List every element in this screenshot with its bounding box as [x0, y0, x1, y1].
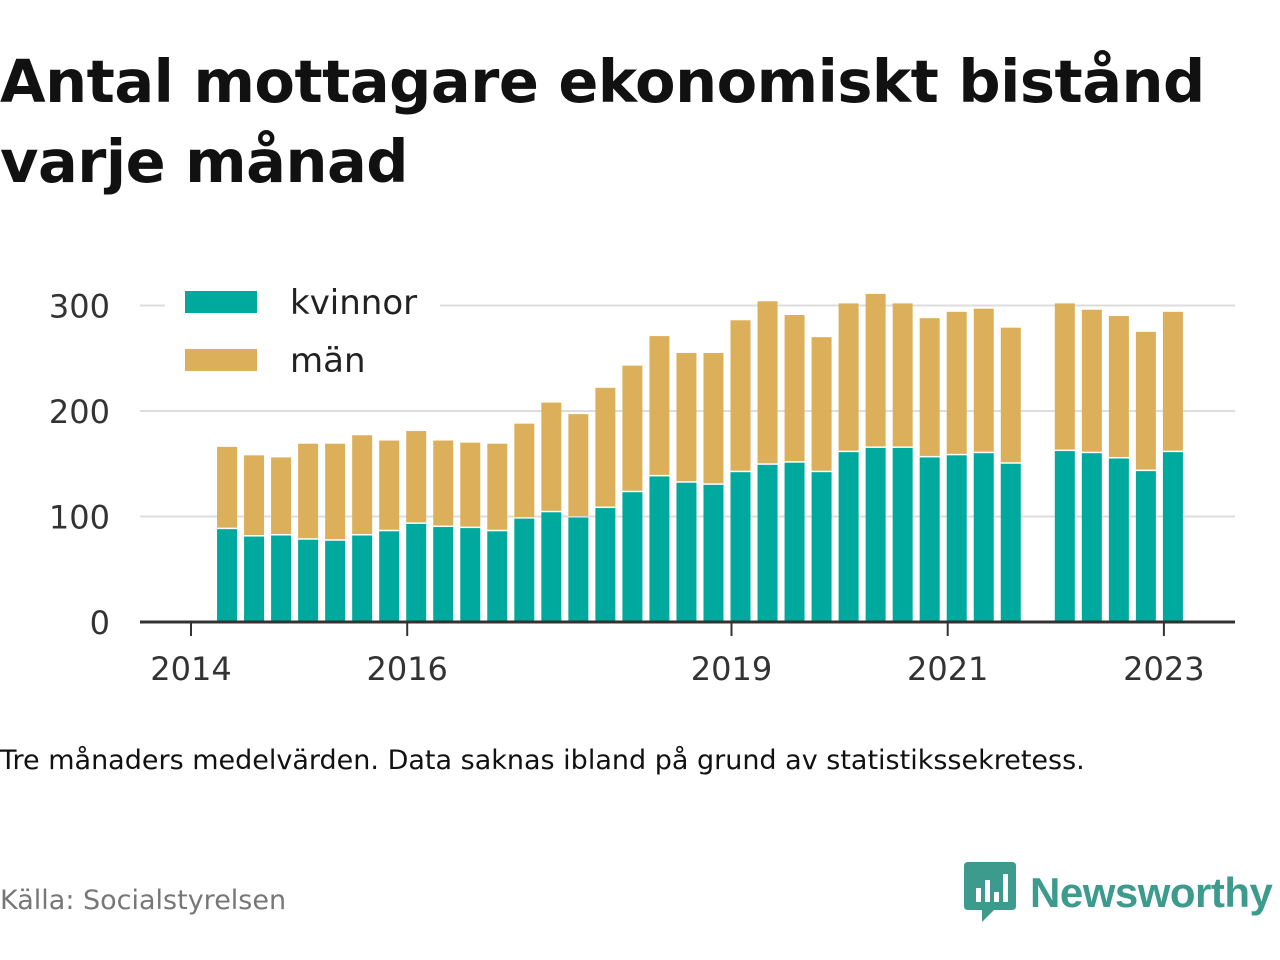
bar-kvinnor	[784, 462, 805, 622]
bar-kvinnor	[757, 464, 778, 622]
bar-man	[703, 352, 724, 484]
newsworthy-logo-icon	[964, 862, 1016, 922]
bar-man	[973, 308, 994, 452]
bar-kvinnor	[379, 531, 400, 622]
bar-kvinnor	[811, 472, 832, 622]
bar-man	[487, 443, 508, 530]
bar-kvinnor	[541, 512, 562, 622]
bar-kvinnor	[676, 482, 697, 622]
y-tick-label: 200	[49, 393, 110, 431]
bar-man	[433, 440, 454, 526]
x-tick-label: 2016	[366, 650, 447, 688]
bar-kvinnor	[325, 540, 346, 622]
x-tick-label: 2021	[907, 650, 988, 688]
bar-kvinnor	[433, 527, 454, 622]
bar-kvinnor	[622, 492, 643, 622]
bar-man	[541, 402, 562, 511]
bar-kvinnor	[919, 457, 940, 622]
bar-kvinnor	[244, 536, 265, 622]
bar-kvinnor	[487, 531, 508, 622]
bar-man	[946, 311, 967, 454]
bar-man	[595, 387, 616, 507]
bar-man	[919, 318, 940, 456]
bar-kvinnor	[1081, 453, 1102, 622]
legend-swatch	[185, 349, 257, 371]
stacked-bar-chart: 0 100 200 300 2014 2016 2019 2021 2023 kvinnor män	[48, 283, 1235, 688]
bar-kvinnor	[1054, 451, 1075, 622]
bar-kvinnor	[1135, 471, 1156, 622]
y-tick-label: 300	[49, 288, 110, 326]
bar-man	[811, 337, 832, 471]
x-tick-label: 2014	[150, 650, 231, 688]
bar-kvinnor	[838, 452, 859, 622]
bar-man	[244, 455, 265, 536]
bar-kvinnor	[217, 529, 238, 622]
bar-man	[838, 303, 859, 451]
bar-man	[325, 443, 346, 540]
bar-kvinnor	[649, 476, 670, 622]
source-label: Källa: Socialstyrelsen	[0, 885, 287, 916]
bar-man	[460, 442, 481, 527]
bar-kvinnor	[946, 455, 967, 622]
bar-man	[1054, 303, 1075, 450]
bar-man	[217, 446, 238, 528]
bar-man	[784, 314, 805, 462]
bar-man	[1162, 311, 1183, 451]
bar-man	[892, 303, 913, 447]
bar-kvinnor	[568, 517, 589, 622]
bar-kvinnor	[865, 447, 886, 622]
y-tick-label: 100	[49, 499, 110, 537]
bar-man	[514, 423, 535, 518]
bar-man	[1108, 316, 1129, 457]
bar-kvinnor	[892, 447, 913, 622]
bar-man	[757, 301, 778, 464]
bar-kvinnor	[1162, 452, 1183, 622]
bar-kvinnor	[406, 523, 427, 622]
page-title: Antal mottagare ekonomiskt bistånd varje…	[0, 47, 1205, 196]
bar-man	[649, 336, 670, 475]
bar-kvinnor	[1108, 458, 1129, 622]
bar-man	[1081, 309, 1102, 452]
legend-label: män	[290, 341, 366, 381]
bar-kvinnor	[514, 518, 535, 622]
bar-kvinnor	[352, 535, 373, 622]
bar-man	[298, 443, 319, 539]
bar-kvinnor	[730, 472, 751, 622]
bar-man	[379, 440, 400, 530]
bar-kvinnor	[595, 508, 616, 622]
bar-kvinnor	[298, 539, 319, 622]
x-tick-label: 2023	[1123, 650, 1204, 688]
bar-man	[730, 320, 751, 471]
bar-kvinnor	[1000, 463, 1021, 622]
bar-man	[676, 352, 697, 482]
bar-kvinnor	[460, 528, 481, 622]
bar-man	[1000, 327, 1021, 463]
bar-man	[271, 457, 292, 534]
bar-man	[1135, 331, 1156, 470]
bar-kvinnor	[703, 484, 724, 622]
legend-label: kvinnor	[290, 283, 417, 323]
bar-man	[865, 293, 886, 447]
bar-kvinnor	[271, 535, 292, 622]
bar-man	[352, 435, 373, 534]
x-tick-label: 2019	[691, 650, 772, 688]
bar-man	[568, 414, 589, 517]
chart-note: Tre månaders medelvärden. Data saknas ib…	[0, 745, 1085, 776]
bar-man	[622, 365, 643, 491]
bar-kvinnor	[973, 453, 994, 622]
y-tick-label: 0	[90, 604, 110, 642]
brand-logo[interactable]: Newsworthy	[964, 862, 1273, 924]
legend-swatch	[185, 291, 257, 313]
brand-name: Newsworthy	[1030, 869, 1273, 916]
bar-man	[406, 431, 427, 523]
